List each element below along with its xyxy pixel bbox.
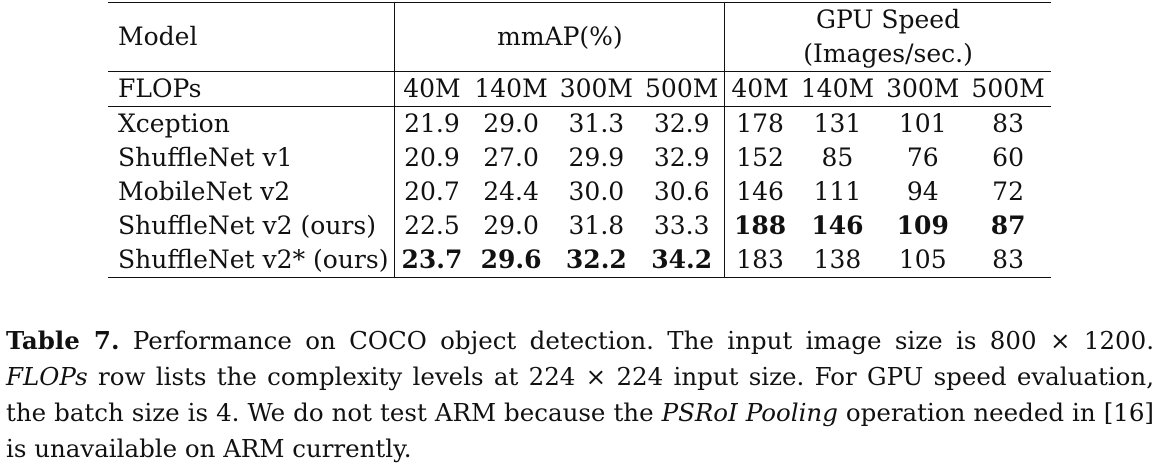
- gpu-speed-cell: 146: [724, 175, 795, 209]
- gpu-speed-cell: 83: [992, 109, 1024, 138]
- table-row: Xception 21.9 29.0 31.3 32.9 178 131 101 83: [108, 106, 1051, 141]
- flops-level: 40M: [724, 71, 795, 107]
- caption-italic-psroi: PSRoI Pooling: [661, 397, 838, 427]
- gpu-speed-cell: 111: [813, 177, 862, 206]
- mmap-cell: 32.2: [565, 245, 627, 274]
- header-gpu-speed-line2: (Images/sec.): [803, 39, 973, 68]
- mmap-cell: 24.4: [483, 177, 539, 206]
- gpu-speed-cell: 72: [992, 177, 1024, 206]
- table-row: ShuffleNet v2* (ours) 23.7 29.6 32.2 34.2 183…: [108, 243, 1051, 278]
- mmap-cell: 21.9: [394, 106, 469, 141]
- gpu-speed-cell: 138: [813, 245, 862, 274]
- header-gpu-speed: GPU Speed (Images/sec.): [724, 2, 1051, 72]
- header-row: Model mmAP(%) GPU Speed (Images/sec.): [108, 2, 1051, 72]
- header-model: Model: [118, 22, 198, 51]
- mmap-cell: 22.5: [394, 209, 469, 243]
- flops-level: 40M: [394, 71, 469, 107]
- mmap-cell: 23.7: [394, 243, 469, 278]
- table-caption: Table 7. Performance on COCO object dete…: [6, 323, 1154, 467]
- mmap-cell: 32.9: [653, 143, 710, 172]
- gpu-speed-cell: 60: [992, 143, 1024, 172]
- flops-label: FLOPs: [118, 74, 202, 103]
- caption-text: row lists the complexity levels at 224 ×…: [6, 361, 1154, 427]
- flops-level: 500M: [645, 74, 719, 103]
- gpu-speed-cell: 87: [990, 211, 1026, 240]
- flops-level: 300M: [559, 74, 634, 103]
- mmap-cell: 29.6: [480, 245, 542, 274]
- flops-row: FLOPs 40M 140M 300M 500M 40M 140M 300M 5…: [108, 71, 1051, 107]
- results-table-body: Model mmAP(%) GPU Speed (Images/sec.) FL…: [108, 2, 1051, 278]
- mmap-cell: 27.0: [483, 143, 539, 172]
- gpu-speed-cell: 131: [813, 109, 862, 138]
- gpu-speed-cell: 83: [992, 245, 1024, 274]
- gpu-speed-cell: 85: [821, 143, 854, 172]
- gpu-speed-cell: 94: [906, 177, 939, 206]
- gpu-speed-cell: 105: [898, 245, 947, 274]
- mmap-cell: 20.7: [394, 175, 469, 209]
- model-name-cell: ShuffleNet v1: [118, 143, 293, 172]
- mmap-cell: 32.9: [653, 109, 710, 138]
- header-gpu-speed-line1: GPU Speed: [816, 5, 961, 34]
- caption-italic-flops: FLOPs: [6, 361, 88, 391]
- gpu-speed-cell: 76: [906, 143, 939, 172]
- model-name-cell: MobileNet v2: [118, 177, 291, 206]
- gpu-speed-cell: 146: [811, 211, 864, 240]
- model-name-cell: ShuffleNet v2* (ours): [118, 245, 389, 274]
- mmap-cell: 31.8: [568, 211, 625, 240]
- mmap-cell: 29.0: [483, 109, 539, 138]
- gpu-speed-cell: 152: [724, 141, 795, 175]
- table-row: ShuffleNet v2 (ours) 22.5 29.0 31.8 33.3 188 1…: [108, 209, 1051, 243]
- mmap-cell: 34.2: [651, 245, 713, 274]
- model-name-cell: Xception: [118, 109, 230, 138]
- flops-level: 500M: [971, 74, 1045, 103]
- results-table: Model mmAP(%) GPU Speed (Images/sec.) FL…: [108, 2, 1051, 278]
- flops-level: 300M: [886, 74, 960, 103]
- caption-text: Performance on COCO object detection. Th…: [119, 325, 1154, 355]
- mmap-cell: 29.9: [568, 143, 625, 172]
- gpu-speed-cell: 101: [898, 109, 947, 138]
- mmap-cell: 29.0: [483, 211, 539, 240]
- table-row: ShuffleNet v1 20.9 27.0 29.9 32.9 152 85 76 60: [108, 141, 1051, 175]
- table-row: MobileNet v2 20.7 24.4 30.0 30.6 146 111 94 72: [108, 175, 1051, 209]
- mmap-cell: 31.3: [568, 109, 625, 138]
- mmap-cell: 30.6: [653, 177, 710, 206]
- flops-level: 140M: [474, 74, 548, 103]
- mmap-cell: 33.3: [653, 211, 710, 240]
- flops-level: 140M: [800, 74, 875, 103]
- mmap-cell: 30.0: [568, 177, 625, 206]
- header-mmap: mmAP(%): [394, 2, 725, 72]
- model-name-cell: ShuffleNet v2 (ours): [118, 211, 376, 240]
- gpu-speed-cell: 109: [896, 211, 949, 240]
- caption-label: Table 7.: [6, 325, 120, 355]
- mmap-cell: 20.9: [394, 141, 469, 175]
- results-table-container: Model mmAP(%) GPU Speed (Images/sec.) FL…: [108, 2, 1051, 278]
- gpu-speed-cell: 183: [724, 243, 795, 278]
- gpu-speed-cell: 188: [724, 209, 795, 243]
- gpu-speed-cell: 178: [724, 106, 795, 141]
